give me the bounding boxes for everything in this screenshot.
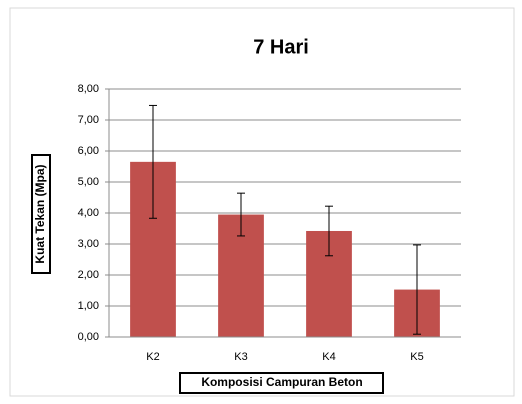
y-tick-label: 2,00 — [78, 269, 99, 281]
y-tick-label: 1,00 — [78, 300, 99, 312]
x-axis-label: Komposisi Campuran Beton — [201, 375, 362, 389]
x-tick-label: K5 — [410, 351, 423, 363]
chart-title: 7 Hari — [253, 36, 309, 58]
y-tick-label: 7,00 — [78, 114, 99, 126]
y-axis-label: Kuat Tekan (Mpa) — [33, 164, 47, 263]
y-tick-label: 6,00 — [78, 145, 99, 157]
y-tick-label: 5,00 — [78, 176, 99, 188]
y-tick-label: 3,00 — [78, 238, 99, 250]
y-tick-label: 0,00 — [78, 331, 99, 343]
y-tick-label: 4,00 — [78, 207, 99, 219]
x-label-box — [179, 372, 384, 394]
x-tick-label: K2 — [146, 351, 159, 363]
y-tick-label: 8,00 — [78, 83, 99, 95]
y-label-box — [31, 154, 51, 274]
x-tick-label: K4 — [322, 351, 335, 363]
x-tick-label: K3 — [234, 351, 247, 363]
